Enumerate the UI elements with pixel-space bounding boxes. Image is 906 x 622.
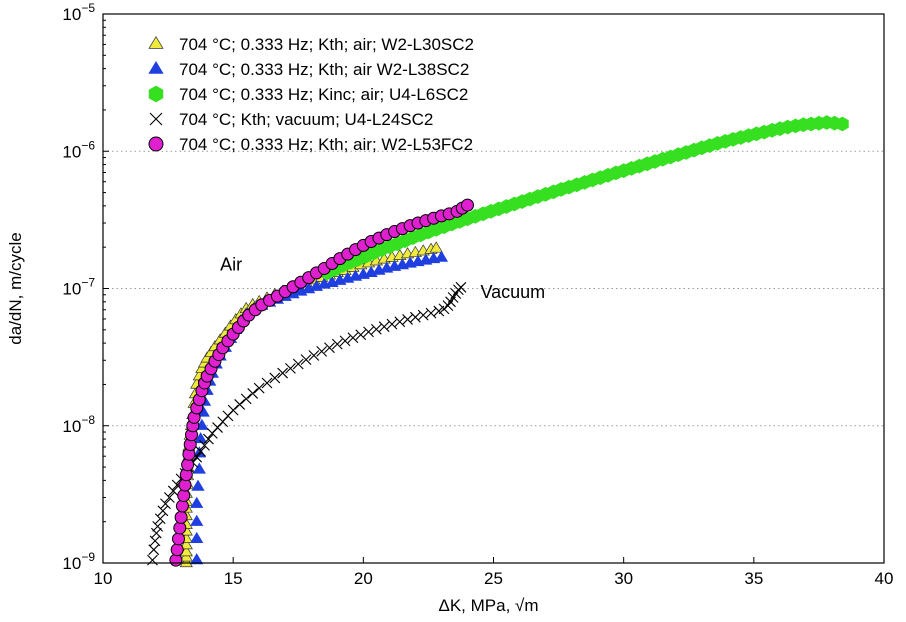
axis-ticks: 10 15 20 25 30 35 40 10−9 10−8 10−7 10−6 10−5 <box>62 1 893 588</box>
legend-entry: 704 °C; 0.333 Hz; Kth; air W2-L38SC2 <box>179 60 469 79</box>
legend-marker <box>148 60 164 74</box>
data-point <box>154 513 166 525</box>
legend-entry: 704 °C; 0.333 Hz; Kinc; air; U4-L6SC2 <box>179 85 468 104</box>
x-axis-title: ΔK, MPa, √m <box>438 596 538 615</box>
data-point <box>269 372 281 384</box>
data-point <box>227 404 239 416</box>
data-point <box>174 510 188 524</box>
data-point <box>191 479 205 491</box>
legend-marker <box>148 136 164 152</box>
x-tick-label: 10 <box>94 569 113 588</box>
x-tick-label: 30 <box>614 569 633 588</box>
data-point <box>363 326 374 338</box>
data-point <box>277 367 289 379</box>
legend-entry: 704 °C; 0.333 Hz; Kth; air; W2-L53FC2 <box>179 135 473 154</box>
legend: 704 °C; 0.333 Hz; Kth; air; W2-L30SC2 704… <box>148 35 474 154</box>
data-point <box>234 399 246 410</box>
y-axis-title: da/dN, m/cycle <box>6 232 25 344</box>
y-tick-label: 10−9 <box>62 550 95 573</box>
annotations: Air Vacuum <box>220 255 545 303</box>
series-4 <box>147 281 467 566</box>
x-tick-label: 40 <box>875 569 894 588</box>
data-point <box>261 377 273 389</box>
data-point <box>455 281 467 293</box>
data-point <box>190 553 204 565</box>
data-point <box>150 527 162 539</box>
data-point <box>308 350 320 361</box>
data-point <box>339 335 351 347</box>
data-point <box>434 250 449 262</box>
data-point <box>285 362 296 374</box>
data-point <box>425 307 437 319</box>
data-point <box>195 446 207 457</box>
data-point <box>192 462 206 474</box>
data-series <box>147 115 849 568</box>
legend-entry: 704 °C; 0.333 Hz; Kth; air; W2-L30SC2 <box>179 35 474 54</box>
data-point <box>347 332 359 344</box>
legend-entry: 704 °C; Kth; vacuum; U4-L24SC2 <box>179 110 433 129</box>
legend-marker <box>148 85 164 103</box>
legend-marker <box>148 35 164 49</box>
x-tick-label: 35 <box>744 569 763 588</box>
data-point <box>190 496 204 508</box>
data-point <box>394 316 406 328</box>
data-point <box>378 321 390 333</box>
data-point <box>386 318 398 330</box>
data-point <box>167 485 179 497</box>
y-tick-label: 10−7 <box>62 276 95 299</box>
data-point <box>179 538 193 550</box>
x-tick-label: 25 <box>484 569 503 588</box>
data-point <box>190 531 204 543</box>
data-point <box>157 505 169 517</box>
data-point <box>331 338 343 350</box>
data-point <box>179 556 193 568</box>
data-point <box>429 241 443 253</box>
legend-marker <box>149 112 163 126</box>
series-3 <box>320 115 849 281</box>
series-5 <box>169 198 474 567</box>
y-tick-label: 10−8 <box>62 413 95 436</box>
data-point <box>163 492 175 503</box>
data-point <box>203 433 214 445</box>
data-point <box>240 393 252 405</box>
data-point <box>199 439 210 451</box>
data-point <box>194 432 208 444</box>
data-point <box>160 498 171 510</box>
data-point <box>835 116 849 132</box>
data-point <box>417 309 429 321</box>
x-tick-label: 20 <box>354 569 373 588</box>
data-point <box>410 311 421 323</box>
y-tick-label: 10−6 <box>62 138 95 161</box>
data-point <box>171 532 185 546</box>
data-point <box>148 544 160 556</box>
x-tick-label: 15 <box>224 569 243 588</box>
annotation-air: Air <box>220 255 242 275</box>
data-point <box>152 520 164 532</box>
data-point <box>316 346 328 357</box>
data-point <box>300 354 312 366</box>
data-point <box>173 521 187 535</box>
data-point <box>324 342 335 354</box>
data-point <box>355 329 367 341</box>
data-point <box>370 323 382 335</box>
data-point <box>402 314 413 325</box>
data-point <box>170 543 184 557</box>
data-point <box>292 358 304 370</box>
data-point <box>460 198 474 212</box>
y-tick-label: 10−5 <box>62 1 95 24</box>
annotation-vacuum: Vacuum <box>480 282 545 302</box>
data-point <box>247 388 259 399</box>
data-point <box>190 514 204 526</box>
data-point <box>253 382 265 394</box>
series-2 <box>190 250 449 565</box>
